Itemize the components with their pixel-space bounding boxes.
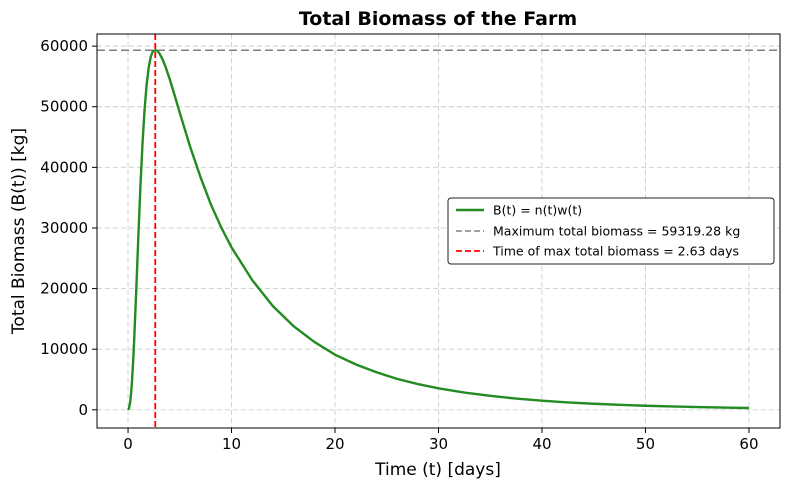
y-tick-label: 0 — [78, 401, 88, 419]
x-tick-label: 0 — [123, 435, 133, 453]
y-tick-label: 40000 — [40, 158, 88, 176]
x-tick-label: 60 — [739, 435, 758, 453]
x-tick-label: 20 — [325, 435, 344, 453]
x-tick-label: 30 — [429, 435, 448, 453]
legend-box — [447, 197, 775, 265]
y-tick-label: 20000 — [40, 280, 88, 298]
x-tick-label: 50 — [636, 435, 655, 453]
biomass-curve — [127, 48, 749, 411]
y-tick-label: 60000 — [40, 37, 88, 55]
legend-label-biomass: B(t) = n(t)w(t) — [493, 203, 582, 218]
x-axis-label: Time (t) [days] — [374, 460, 501, 480]
x-tick-label: 10 — [222, 435, 241, 453]
y-axis-label: Total Biomass (B(t)) [kg] — [9, 128, 29, 335]
y-tick-label: 30000 — [40, 219, 88, 237]
x-tick-label: 40 — [532, 435, 551, 453]
y-ticks: 0 10000 20000 30000 40000 50000 60000 — [40, 37, 97, 419]
legend: B(t) = n(t)w(t) Maximum total biomass = … — [447, 197, 775, 265]
x-ticks: 0 10 20 30 40 50 60 — [123, 428, 759, 453]
legend-label-max-time: Time of max total biomass = 2.63 days — [492, 244, 739, 259]
chart-title: Total Biomass of the Farm — [299, 8, 577, 30]
legend-label-max-biomass: Maximum total biomass = 59319.28 kg — [493, 224, 740, 239]
y-tick-label: 50000 — [40, 98, 88, 116]
y-tick-label: 10000 — [40, 340, 88, 358]
